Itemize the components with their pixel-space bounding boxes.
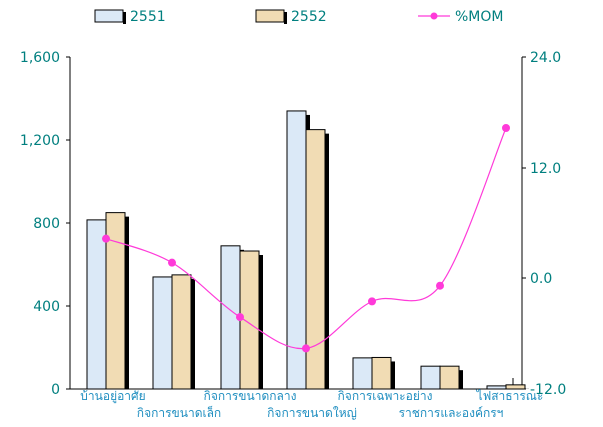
bar-2552-3 — [305, 129, 326, 390]
mom-series — [102, 124, 510, 353]
mom-point-0 — [102, 234, 110, 243]
bar-2551-5 — [420, 365, 441, 390]
bar-2551-1 — [152, 276, 173, 390]
left-tick-3: 1,200 — [20, 133, 60, 149]
legend: 2551 2552 %MOM — [94, 9, 503, 25]
left-tick-0: 0 — [51, 382, 60, 398]
bar-2551-4 — [352, 357, 373, 390]
right-tick-2: 12.0 — [530, 161, 561, 177]
left-y-ticks: 0 400 800 1,200 1,600 — [20, 50, 70, 398]
bar-2552-1 — [171, 274, 192, 390]
mom-point-2 — [236, 313, 244, 322]
legend-label-2551: 2551 — [130, 9, 166, 25]
category-label: ไฟสาธารณะ — [476, 389, 544, 403]
mom-point-3 — [302, 344, 310, 353]
category-label: กิจการขนาดกลาง — [204, 389, 297, 403]
left-tick-1: 400 — [33, 299, 60, 315]
category-labels: บ้านอยู่อาศัย กิจการขนาดเล็ก กิจการขนาดก… — [80, 389, 543, 420]
legend-label-mom: %MOM — [455, 9, 503, 25]
bar-2552-0 — [105, 212, 126, 390]
right-y-ticks: -12.0 0.0 12.0 24.0 — [522, 50, 566, 398]
mom-point-6 — [502, 124, 510, 133]
left-tick-2: 800 — [33, 216, 60, 232]
bar-2552-4 — [371, 356, 392, 390]
legend-swatch-2551 — [94, 9, 124, 23]
category-label: กิจการเฉพาะอย่าง — [338, 389, 433, 403]
bar-2552-5 — [439, 365, 460, 390]
category-label: กิจการขนาดใหญ่ — [267, 406, 357, 420]
bar-2552-2 — [239, 250, 260, 390]
right-tick-1: 0.0 — [530, 271, 552, 287]
category-label: กิจการขนาดเล็ก — [137, 405, 221, 420]
left-tick-4: 1,600 — [20, 50, 60, 66]
category-label: บ้านอยู่อาศัย — [80, 389, 145, 404]
legend-marker-mom — [430, 12, 438, 20]
legend-label-2552: 2552 — [291, 9, 327, 25]
mom-point-5 — [436, 281, 444, 290]
right-tick-0: -12.0 — [530, 382, 566, 398]
bar-2551-0 — [86, 219, 107, 390]
right-tick-3: 24.0 — [530, 50, 561, 66]
mom-point-4 — [368, 297, 376, 306]
category-label: ราชการและองค์กรฯ — [399, 406, 504, 420]
bars — [86, 110, 529, 390]
bar-2552-6 — [505, 384, 526, 390]
legend-swatch-2552 — [255, 9, 285, 23]
mom-point-1 — [168, 258, 176, 267]
